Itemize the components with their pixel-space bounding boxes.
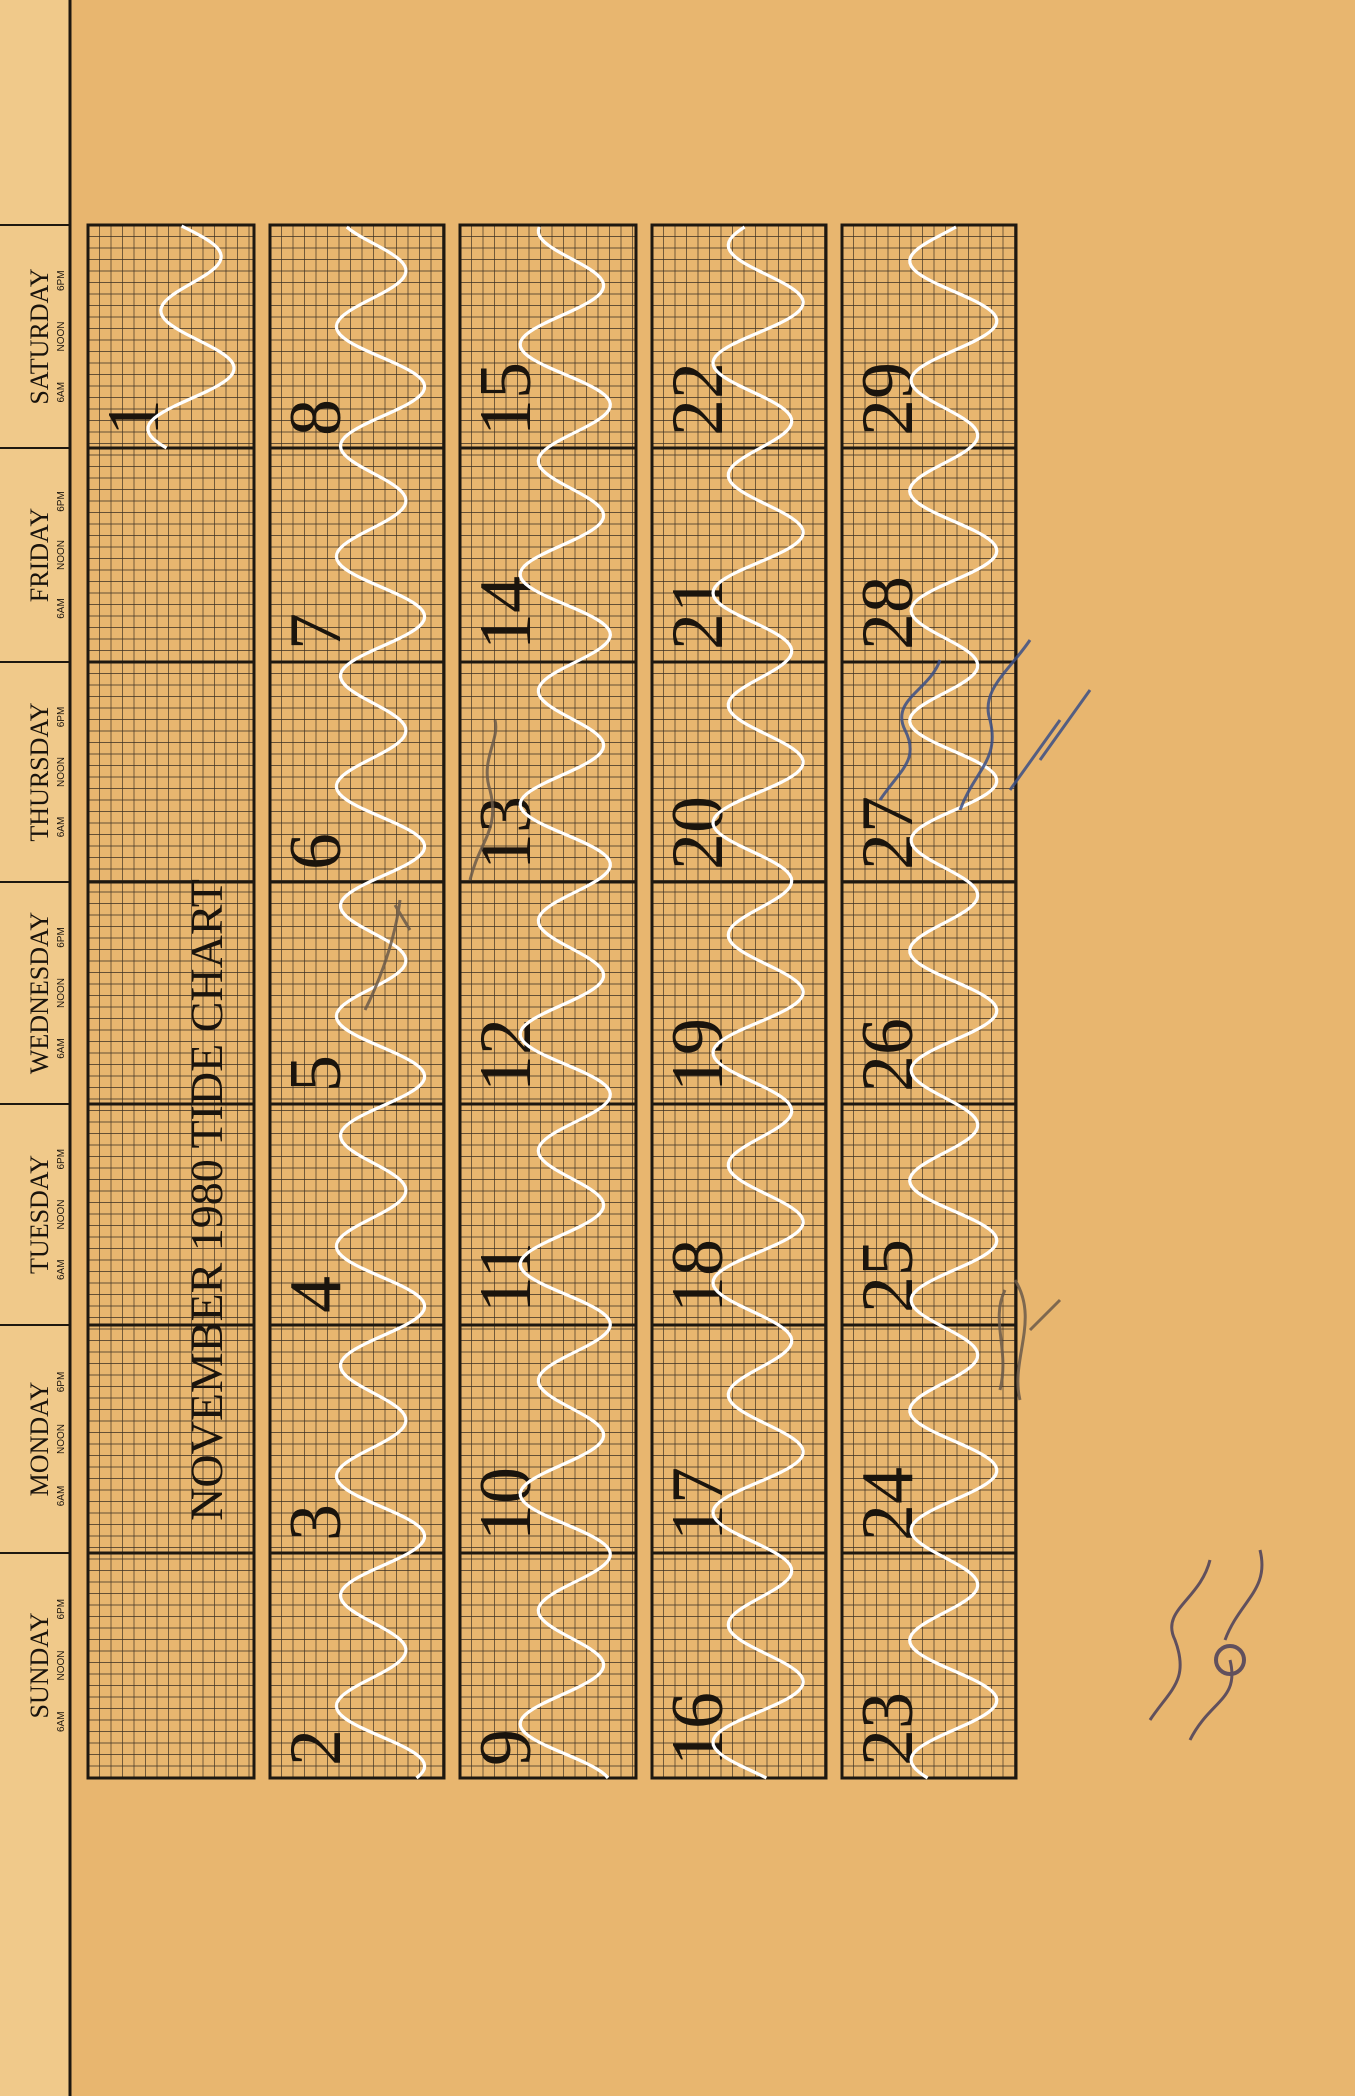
time-tick-6pm: 6PM bbox=[56, 1372, 67, 1393]
time-tick-6am: 6AM bbox=[56, 598, 67, 619]
time-tick-6am: 6AM bbox=[56, 1486, 67, 1507]
time-tick-6pm: 6PM bbox=[56, 707, 67, 728]
pencil-note-18 bbox=[997, 1279, 1062, 1401]
grid bbox=[458, 223, 638, 1780]
day-number: 21 bbox=[657, 576, 739, 650]
weekday-friday: FRIDAY bbox=[25, 508, 54, 603]
day-number: 14 bbox=[465, 576, 547, 650]
time-tick-6am: 6AM bbox=[56, 817, 67, 838]
day-number: 18 bbox=[657, 1239, 739, 1313]
grid bbox=[840, 223, 1018, 1780]
week-rows: 1234567891011121314151617181920212223242… bbox=[86, 223, 1018, 1780]
day-number: 8 bbox=[275, 399, 357, 436]
week-row-2: 2 3 4 5 6 7 8 bbox=[268, 223, 446, 1780]
time-tick-noon: NOON bbox=[56, 978, 67, 1008]
tide-curve-week-4 bbox=[711, 225, 805, 1780]
day-number: 27 bbox=[847, 796, 929, 870]
day-number: 3 bbox=[275, 1504, 357, 1541]
time-tick-noon: NOON bbox=[56, 757, 67, 787]
day-number: 23 bbox=[847, 1692, 929, 1766]
time-tick-noon: NOON bbox=[56, 1200, 67, 1230]
day-number: 11 bbox=[465, 1242, 547, 1313]
tide-curve-week-5 bbox=[908, 225, 999, 1780]
time-tick-6am: 6AM bbox=[56, 1711, 67, 1732]
tide-curve-week-1 bbox=[146, 224, 236, 450]
day-number: 25 bbox=[847, 1239, 929, 1313]
day-number: 2 bbox=[275, 1729, 357, 1766]
day-number: 22 bbox=[657, 362, 739, 436]
ink-note-24 bbox=[1148, 1549, 1264, 1741]
day-number: 28 bbox=[847, 576, 929, 650]
day-number: 1 bbox=[93, 399, 175, 436]
time-tick-noon: NOON bbox=[56, 1651, 67, 1681]
time-tick-6pm: 6PM bbox=[56, 270, 67, 291]
time-tick-6pm: 6PM bbox=[56, 1599, 67, 1620]
time-tick-6pm: 6PM bbox=[56, 927, 67, 948]
weekday-monday: MONDAY bbox=[25, 1381, 54, 1496]
day-number: 15 bbox=[465, 362, 547, 436]
day-number: 6 bbox=[275, 833, 357, 870]
weekday-wednesday: WEDNESDAY bbox=[25, 912, 54, 1074]
day-number: 19 bbox=[657, 1018, 739, 1092]
ink-note-20 bbox=[878, 639, 1092, 811]
weekday-thursday: THURSDAY bbox=[25, 702, 54, 841]
grid bbox=[86, 223, 256, 1780]
day-number: 16 bbox=[657, 1692, 739, 1766]
weekday-sunday: SUNDAY bbox=[25, 1612, 54, 1718]
weekday-tuesday: TUESDAY bbox=[25, 1155, 54, 1274]
header-band bbox=[0, 0, 70, 2096]
pencil-note-6 bbox=[363, 719, 498, 1011]
day-number: 12 bbox=[465, 1018, 547, 1092]
time-tick-6pm: 6PM bbox=[56, 1149, 67, 1170]
tide-curve-week-3 bbox=[518, 226, 612, 1780]
grid bbox=[650, 223, 828, 1780]
day-number: 5 bbox=[275, 1055, 357, 1092]
time-tick-noon: NOON bbox=[56, 1424, 67, 1454]
time-tick-6am: 6AM bbox=[56, 1259, 67, 1280]
day-number: 9 bbox=[465, 1729, 547, 1766]
time-tick-6am: 6AM bbox=[56, 382, 67, 403]
time-tick-noon: NOON bbox=[56, 540, 67, 570]
tide-curve-week-2 bbox=[334, 225, 427, 1780]
time-tick-6am: 6AM bbox=[56, 1038, 67, 1059]
weekday-saturday: SATURDAY bbox=[25, 268, 54, 405]
ink-scribble-24 bbox=[1214, 1644, 1246, 1676]
chart-title: NOVEMBER 1980 TIDE CHART bbox=[181, 879, 232, 1521]
week-row-1: 1 bbox=[86, 223, 256, 1780]
handwritten-annotations bbox=[363, 639, 1264, 1741]
grid bbox=[268, 223, 446, 1780]
day-number: 29 bbox=[847, 362, 929, 436]
day-number: 7 bbox=[275, 613, 357, 650]
time-tick-6pm: 6PM bbox=[56, 491, 67, 512]
day-number: 24 bbox=[847, 1467, 929, 1541]
day-number: 4 bbox=[275, 1276, 357, 1313]
time-tick-noon: NOON bbox=[56, 322, 67, 352]
